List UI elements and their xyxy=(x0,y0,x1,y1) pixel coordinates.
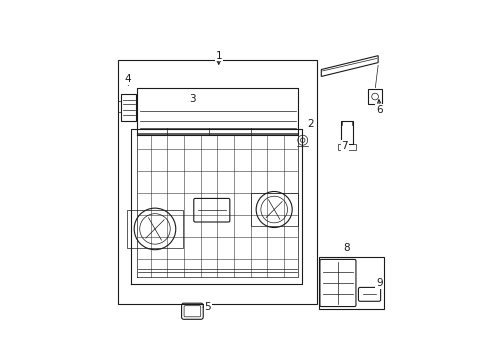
Text: 5: 5 xyxy=(204,302,210,312)
Bar xyxy=(127,210,183,248)
Text: 6: 6 xyxy=(375,105,382,115)
Bar xyxy=(318,257,383,309)
Bar xyxy=(340,121,352,144)
Text: 4: 4 xyxy=(123,74,130,84)
Bar xyxy=(250,193,297,226)
Text: 1: 1 xyxy=(215,51,222,61)
Text: 3: 3 xyxy=(189,94,195,104)
Text: 2: 2 xyxy=(306,118,313,129)
Bar xyxy=(117,60,317,304)
Bar xyxy=(121,94,136,121)
Text: 8: 8 xyxy=(342,243,349,253)
Text: 9: 9 xyxy=(375,278,382,288)
Bar xyxy=(367,89,381,104)
Text: 7: 7 xyxy=(341,141,347,151)
Bar xyxy=(337,144,355,150)
